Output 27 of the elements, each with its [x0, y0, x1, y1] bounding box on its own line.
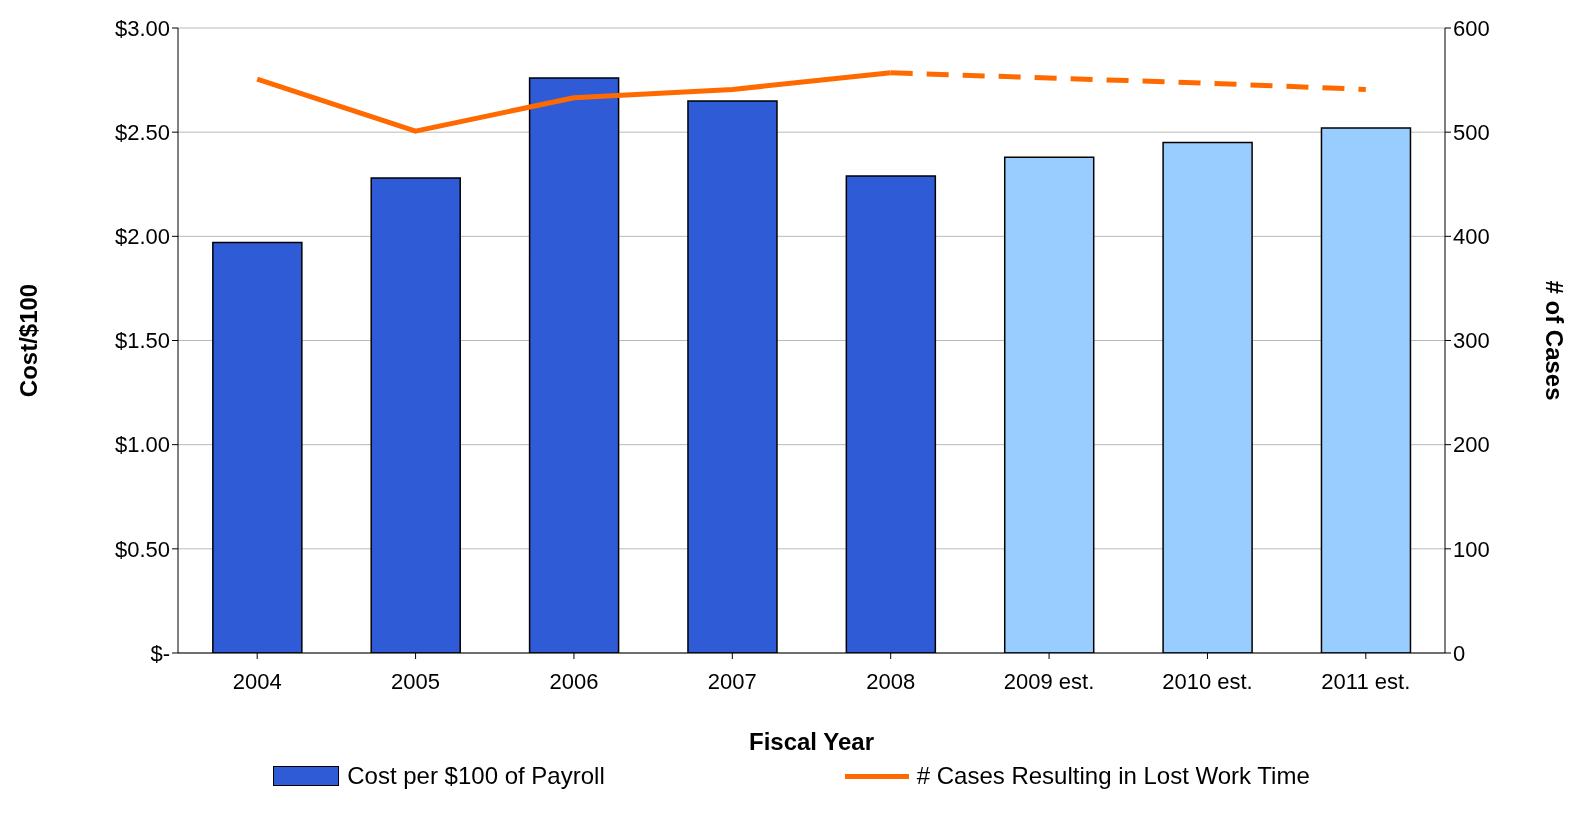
x-axis-title: Fiscal Year: [749, 728, 874, 755]
y2-tick-label: 0: [1453, 640, 1466, 666]
y-tick-label: $2.00: [114, 224, 170, 250]
y2-tick-label: 400: [1453, 224, 1490, 250]
y2-axis-title: # of Cases: [1541, 280, 1569, 401]
x-tick-label: 2007: [707, 668, 757, 694]
legend-label: Cost per $100 of Payroll: [347, 762, 605, 790]
y2-tick-label: 500: [1453, 119, 1490, 145]
y-tick-label: $1.50: [114, 328, 170, 354]
x-tick-label: 2009 est.: [1003, 668, 1095, 694]
y2-tick-label: 100: [1453, 536, 1490, 562]
x-tick-label: 2011 est.: [1321, 668, 1411, 694]
y-tick-label: $-: [150, 640, 170, 666]
y2-tick-label: 200: [1453, 432, 1490, 458]
x-tick-label: 2005: [391, 668, 441, 694]
y2-tick-label: 300: [1453, 328, 1490, 354]
y-tick-label: $3.00: [114, 15, 170, 41]
y-tick-label: $0.50: [114, 536, 170, 562]
x-tick-label: 2010 est.: [1162, 668, 1253, 694]
y-tick-label: $2.50: [114, 119, 170, 145]
x-tick-label: 2006: [549, 668, 599, 694]
y-tick-label: $1.00: [114, 432, 170, 458]
y-axis-title: Cost/$100: [14, 283, 42, 398]
x-tick-label: 2004: [232, 668, 282, 694]
x-tick-label: 2008: [866, 668, 916, 694]
y2-tick-label: 600: [1453, 15, 1490, 41]
legend-label: # Cases Resulting in Lost Work Time: [916, 762, 1310, 790]
